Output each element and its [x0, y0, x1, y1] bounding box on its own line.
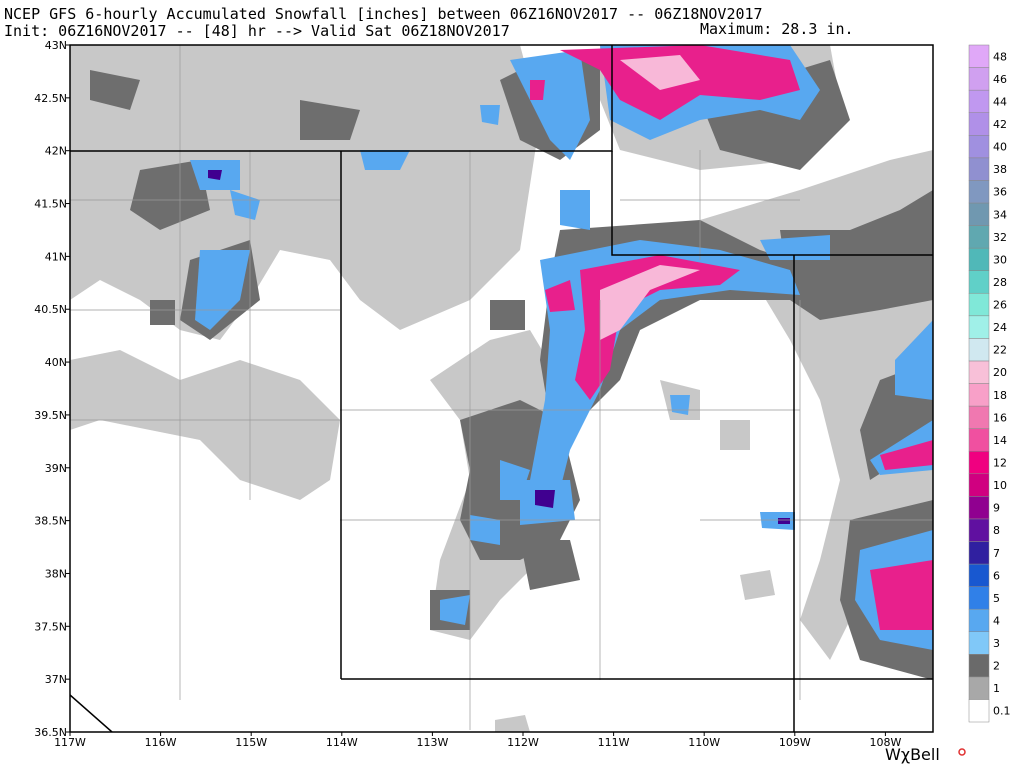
- colorbar-label: 42: [993, 118, 1007, 131]
- colorbar-swatch: [968, 247, 990, 271]
- credit: WχBell: [885, 745, 940, 764]
- colorbar-swatch: [968, 360, 990, 384]
- credit-dot: [958, 748, 966, 756]
- colorbar-label: 9: [993, 502, 1000, 515]
- title: NCEP GFS 6-hourly Accumulated Snowfall […: [4, 5, 763, 23]
- colorbar-label: 38: [993, 163, 1007, 176]
- lon-label: 109W: [779, 736, 811, 749]
- lat-label: 43N: [45, 39, 67, 52]
- lon-label: 114W: [326, 736, 358, 749]
- lat-label: 37N: [45, 673, 67, 686]
- colorbar-label: 18: [993, 389, 1007, 402]
- colorbar-swatch: [968, 157, 990, 181]
- colorbar-label: 32: [993, 231, 1007, 244]
- lat-label: 42.5N: [34, 92, 67, 105]
- lat-label: 40N: [45, 356, 67, 369]
- colorbar-swatch: [968, 518, 990, 542]
- colorbar-label: 28: [993, 276, 1007, 289]
- lat-label: 40.5N: [34, 303, 67, 316]
- map-frame: [69, 44, 934, 733]
- colorbar-swatch: [968, 338, 990, 362]
- colorbar: 0.11234567891012141618202224262830323436…: [968, 44, 1011, 723]
- colorbar-swatch: [968, 428, 990, 452]
- colorbar-label: 34: [993, 208, 1007, 221]
- lat-label: 38.5N: [34, 515, 67, 528]
- colorbar-label: 3: [993, 637, 1000, 650]
- colorbar-swatch: [968, 473, 990, 497]
- colorbar-label: 1: [993, 682, 1000, 695]
- colorbar-swatch: [968, 292, 990, 317]
- lon-label: 110W: [688, 736, 720, 749]
- colorbar-label: 10: [993, 479, 1007, 492]
- colorbar-label: 4: [993, 614, 1000, 627]
- colorbar-label: 30: [993, 253, 1007, 266]
- colorbar-label: 22: [993, 344, 1007, 357]
- colorbar-swatch: [968, 654, 990, 678]
- lat-label: 42N: [45, 145, 67, 158]
- colorbar-label: 6: [993, 569, 1000, 582]
- lon-label: 115W: [235, 736, 267, 749]
- colorbar-swatch: [968, 563, 990, 587]
- axis-ticks: 117W 116W 115W 114W 113W 112W 111W 110W 109W 108W…: [34, 39, 901, 749]
- lon-label: 117W: [54, 736, 86, 749]
- lat-label: 36.5N: [34, 726, 67, 739]
- lat-label: 41N: [45, 250, 67, 263]
- lat-label: 38N: [45, 567, 67, 580]
- colorbar-swatch: [968, 89, 990, 113]
- colorbar-swatch: [968, 270, 990, 294]
- lon-label: 116W: [145, 736, 177, 749]
- colorbar-label: 36: [993, 186, 1007, 199]
- colorbar-label: 0.1: [993, 705, 1011, 718]
- colorbar-label: 16: [993, 411, 1007, 424]
- lon-label: 113W: [416, 736, 448, 749]
- colorbar-swatch: [968, 135, 990, 159]
- lon-label: 108W: [869, 736, 901, 749]
- colorbar-label: 40: [993, 141, 1007, 154]
- colorbar-swatch: [968, 496, 990, 520]
- colorbar-swatch: [968, 202, 990, 226]
- colorbar-label: 12: [993, 456, 1007, 469]
- colorbar-swatch: [968, 405, 990, 429]
- colorbar-label: 26: [993, 299, 1007, 312]
- colorbar-label: 8: [993, 524, 1000, 537]
- colorbar-swatch: [968, 67, 990, 91]
- colorbar-label: 24: [993, 321, 1007, 334]
- maximum: Maximum: 28.3 in.: [700, 20, 854, 38]
- colorbar-label: 2: [993, 660, 1000, 673]
- colorbar-label: 44: [993, 95, 1007, 108]
- colorbar-swatch: [968, 586, 990, 610]
- colorbar-label: 20: [993, 366, 1007, 379]
- map-field: [70, 45, 933, 732]
- lat-label: 39.5N: [34, 409, 67, 422]
- init-line: Init: 06Z16NOV2017 -- [48] hr --> Valid …: [4, 22, 510, 40]
- colorbar-swatch: [968, 225, 990, 249]
- colorbar-swatch: [968, 112, 990, 136]
- colorbar-swatch: [968, 180, 990, 204]
- colorbar-label: 48: [993, 50, 1007, 63]
- colorbar-label: 5: [993, 592, 1000, 605]
- colorbar-swatch: [968, 315, 990, 339]
- colorbar-label: 7: [993, 547, 1000, 560]
- colorbar-swatch: [968, 631, 990, 655]
- colorbar-swatch: [968, 383, 990, 407]
- colorbar-label: 46: [993, 73, 1007, 86]
- colorbar-swatch: [968, 541, 990, 565]
- lat-label: 41.5N: [34, 198, 67, 211]
- colorbar-swatch: [968, 676, 990, 700]
- lat-label: 37.5N: [34, 620, 67, 633]
- colorbar-label: 14: [993, 434, 1007, 447]
- colorbar-swatch: [968, 608, 990, 632]
- colorbar-swatch: [968, 450, 990, 475]
- lat-label: 39N: [45, 462, 67, 475]
- colorbar-swatch: [968, 44, 990, 68]
- lon-label: 112W: [507, 736, 539, 749]
- lon-label: 111W: [598, 736, 630, 749]
- colorbar-swatch: [968, 699, 990, 723]
